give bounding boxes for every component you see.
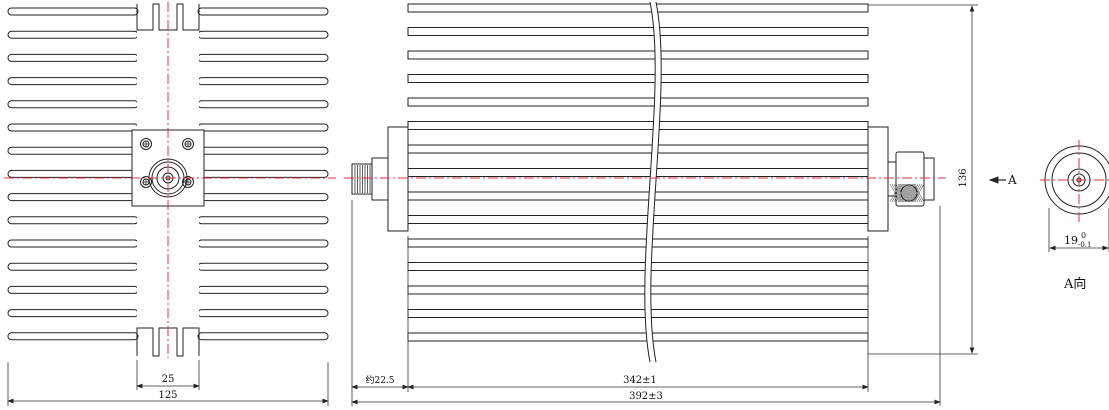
- fin: [407, 50, 869, 60]
- rf-connector-right: [887, 151, 935, 207]
- end-plate-right: [867, 126, 889, 232]
- fin: [7, 123, 139, 132]
- dim-heatsink-width: 125: [158, 390, 177, 401]
- fin: [407, 309, 869, 318]
- fin: [197, 332, 329, 341]
- fin: [197, 123, 329, 132]
- fin: [407, 121, 869, 130]
- view-direction-arrow: A: [988, 173, 1017, 187]
- dim-connector-protrusion: 约22.5: [365, 374, 394, 386]
- fin: [7, 193, 139, 202]
- fin: [197, 285, 329, 294]
- fin: [7, 146, 139, 155]
- fin: [7, 216, 139, 225]
- fin: [407, 144, 869, 154]
- dim-tolerance-lower: -0.1: [1078, 241, 1092, 249]
- knurled-nut: [889, 183, 925, 203]
- mounting-screw: [140, 138, 152, 150]
- dim-flange-width: 25: [162, 374, 175, 385]
- view-a: 19 0 -0.1 A向: [1040, 140, 1109, 292]
- fin: [197, 193, 329, 202]
- end-view: 25 125: [4, 2, 336, 406]
- fin: [7, 7, 139, 16]
- side-view: 136 约22.5 342±1 392±3: [344, 1, 978, 406]
- dim-connector-diameter: 19: [1064, 234, 1078, 247]
- dim-tolerance-upper: 0: [1081, 231, 1086, 240]
- fin: [197, 146, 329, 155]
- fin: [7, 262, 139, 271]
- fin: [197, 30, 329, 39]
- fin: [407, 215, 869, 224]
- fin: [7, 100, 139, 109]
- fin: [407, 3, 869, 13]
- fin: [7, 285, 139, 294]
- fin: [407, 168, 869, 177]
- side-fins: [407, 3, 869, 342]
- break-line: [644, 1, 656, 363]
- fin: [197, 7, 329, 16]
- fin: [407, 285, 869, 295]
- fin: [197, 262, 329, 271]
- view-arrow-label: A: [1007, 173, 1017, 187]
- heatsink-fins-right: [197, 7, 329, 341]
- fin: [407, 27, 869, 36]
- fin: [7, 332, 139, 341]
- fin: [407, 332, 869, 342]
- fin: [407, 74, 869, 83]
- dim-total-length: 392±3: [629, 391, 663, 402]
- fin: [407, 97, 869, 107]
- fin: [197, 53, 329, 62]
- rf-connector-left: [351, 157, 389, 201]
- fin: [7, 169, 139, 178]
- fin: [197, 100, 329, 109]
- fin: [7, 53, 139, 62]
- mounting-screw: [182, 138, 194, 150]
- fin: [7, 77, 139, 86]
- end-plate-left: [387, 126, 409, 232]
- fin: [7, 239, 139, 248]
- fin: [197, 77, 329, 86]
- fin: [7, 30, 139, 39]
- fin: [7, 309, 139, 318]
- fin: [197, 169, 329, 178]
- mounting-screw: [182, 176, 194, 188]
- fin: [197, 239, 329, 248]
- dim-height: 136: [958, 168, 969, 187]
- break-line-gap: [644, 2, 662, 362]
- fin: [197, 309, 329, 318]
- fin: [407, 262, 869, 271]
- view-a-label: A向: [1063, 276, 1086, 292]
- fin: [407, 238, 869, 248]
- dim-body-length: 342±1: [623, 375, 657, 386]
- fin: [407, 191, 869, 201]
- fin: [197, 216, 329, 225]
- heatsink-fins-left: [7, 7, 139, 341]
